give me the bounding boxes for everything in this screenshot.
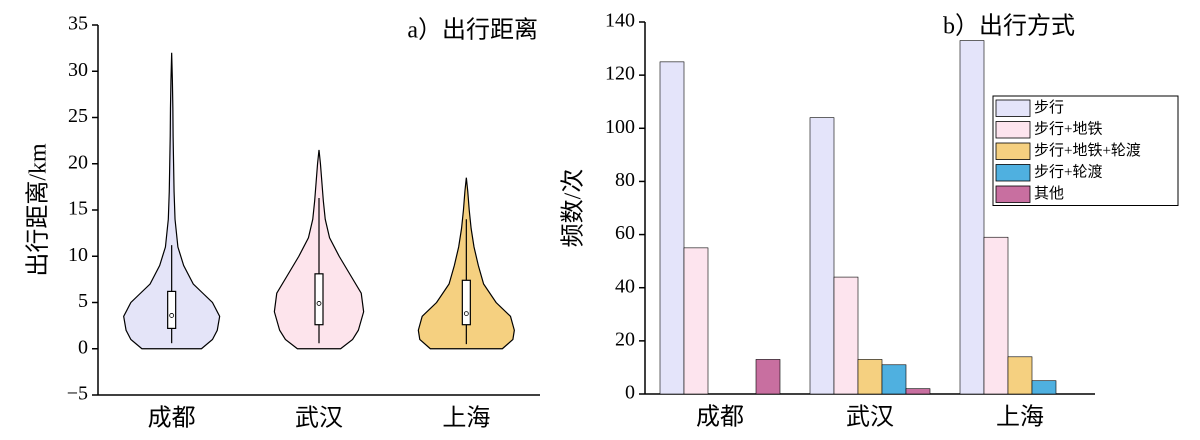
bar: [881, 364, 907, 395]
y-tick-label: 140: [605, 10, 635, 32]
bar: [659, 61, 685, 395]
y-axis-label: 出行距离/km: [25, 143, 52, 277]
y-tick-label: 0: [78, 336, 88, 358]
bar: [1031, 380, 1057, 395]
bar: [905, 388, 931, 395]
y-tick-label: 5: [78, 290, 88, 312]
y-tick-label: 35: [68, 13, 88, 35]
x-tick-label: 上海: [442, 405, 490, 432]
y-tick-label: 80: [615, 169, 635, 191]
box: [167, 290, 177, 329]
legend-label: 其他: [1034, 185, 1064, 202]
y-tick-label: 120: [605, 63, 635, 85]
legend-label: 步行+地铁+轮渡: [1034, 142, 1141, 159]
violin: [123, 52, 221, 350]
bar: [959, 40, 985, 395]
legend-swatch: [995, 185, 1031, 203]
x-tick-label: 成都: [696, 404, 744, 431]
chart-title: a）出行距离: [407, 17, 538, 44]
bar: [755, 359, 781, 395]
legend-swatch: [995, 99, 1031, 117]
legend-label: 步行+轮渡: [1034, 164, 1102, 181]
legend-label: 步行+地铁: [1034, 121, 1102, 138]
y-tick-label: 40: [615, 275, 635, 297]
x-tick-label: 成都: [148, 405, 196, 432]
y-tick-label: 10: [68, 244, 88, 266]
median: [169, 313, 175, 318]
x-tick-label: 武汉: [295, 405, 343, 432]
y-tick-label: 30: [68, 59, 88, 81]
y-tick-label: 20: [615, 328, 635, 350]
y-tick-label: 100: [605, 116, 635, 138]
legend-swatch: [995, 142, 1031, 160]
y-tick-label: 20: [68, 151, 88, 173]
bar: [1007, 356, 1033, 395]
bar: [809, 117, 835, 395]
bar: [857, 359, 883, 395]
legend-label: 步行: [1034, 99, 1064, 116]
bar: [833, 276, 859, 395]
box: [314, 273, 324, 326]
chart-title: b）出行方式: [943, 13, 1075, 40]
y-tick-label: 0: [625, 382, 635, 404]
bar: [683, 247, 709, 395]
legend-swatch: [995, 121, 1031, 139]
y-tick-label: 60: [615, 222, 635, 244]
bar: [983, 236, 1009, 395]
y-tick-label: 15: [68, 198, 88, 220]
y-tick-label: −5: [67, 383, 88, 405]
legend-swatch: [995, 164, 1031, 182]
x-tick-label: 武汉: [846, 404, 894, 431]
median: [316, 301, 322, 306]
box: [461, 279, 471, 326]
x-tick-label: 上海: [996, 404, 1044, 431]
median: [463, 311, 469, 317]
y-tick-label: 25: [68, 105, 88, 127]
y-axis-label: 频数/次: [560, 169, 587, 248]
